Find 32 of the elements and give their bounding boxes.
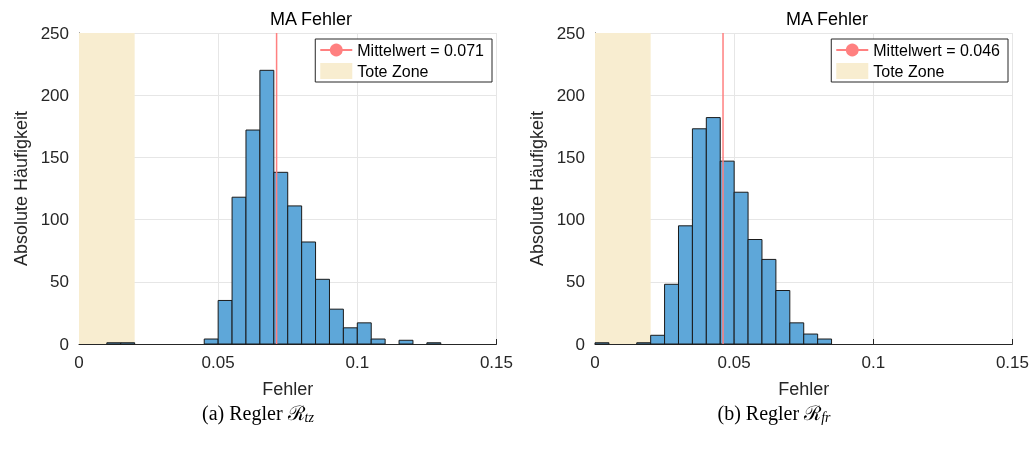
x-tick-label: 0.05 (201, 353, 235, 372)
y-tick-label: 150 (556, 147, 585, 167)
y-tick-label: 0 (575, 334, 585, 354)
x-tick-label: 0.05 (717, 353, 751, 372)
legend-label: Tote Zone (873, 62, 945, 80)
x-tick-label: 0 (74, 353, 84, 372)
legend-label: Mittelwert = 0.071 (357, 41, 485, 59)
text: (a) Regler ℛtz (202, 402, 315, 425)
y-tick-label: 150 (40, 147, 69, 167)
y-tick-label: 250 (556, 23, 585, 43)
y-tick-label: 100 (40, 210, 69, 230)
x-tick-label: 0.1 (861, 353, 886, 372)
x-tick-label: 0.15 (995, 353, 1029, 372)
y-tick-label: 200 (40, 85, 69, 105)
x-tick-label: 0.15 (479, 353, 513, 372)
legend-label: Mittelwert = 0.046 (873, 41, 1001, 59)
y-axis-title: Absolute Häufigkeit (526, 110, 547, 267)
y-tick-label: 100 (556, 210, 585, 230)
y-tick-label: 0 (59, 334, 69, 354)
legend-label: Tote Zone (357, 62, 429, 80)
x-tick-label: 0 (590, 353, 600, 372)
x-axis-title: Fehler (778, 379, 830, 399)
y-tick-label: 250 (40, 23, 69, 43)
x-tick-label: 0.1 (345, 353, 370, 372)
text: (b) Regler ℛfr (717, 402, 832, 425)
chart-title: MA Fehler (785, 9, 869, 29)
y-tick-label: 50 (50, 272, 69, 292)
x-axis-title: Fehler (262, 379, 314, 399)
y-tick-label: 50 (566, 272, 585, 292)
y-axis-title: Absolute Häufigkeit (10, 110, 31, 267)
chart-title: MA Fehler (269, 9, 353, 29)
y-tick-label: 200 (556, 85, 585, 105)
